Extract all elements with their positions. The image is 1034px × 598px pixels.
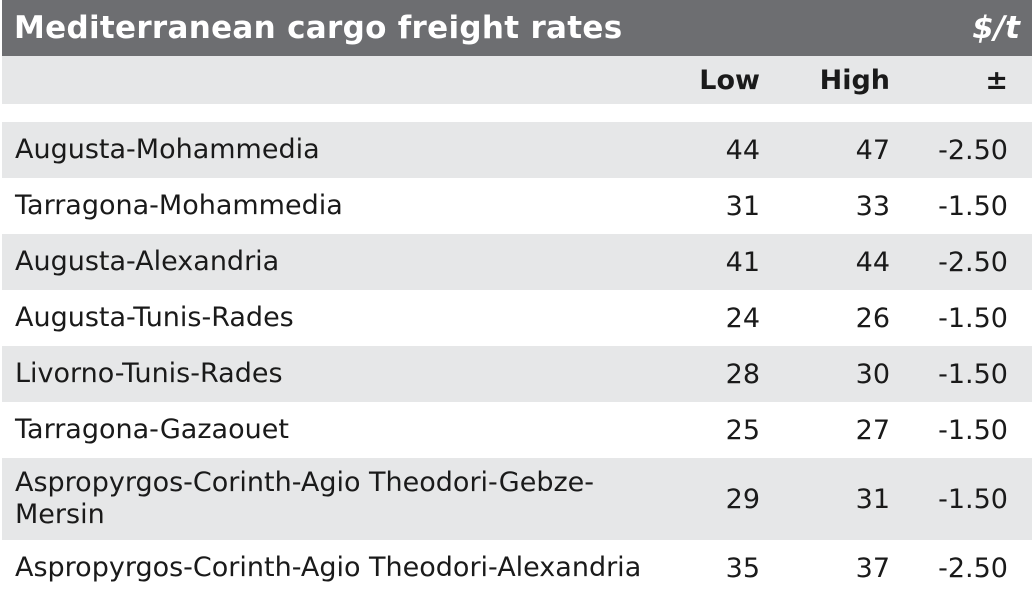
table-row: Aspropyrgos-Corinth-Agio Theodori-Alexan…	[2, 540, 1032, 596]
column-header-low: Low	[699, 64, 760, 96]
table-row: Tarragona-Gazaouet 25 27 -1.50	[2, 402, 1032, 458]
route-cell: Tarragona-Mohammedia	[15, 190, 343, 221]
high-cell: 47	[855, 134, 890, 166]
route-cell: Aspropyrgos-Corinth-Agio Theodori-Gebze-…	[15, 467, 594, 530]
column-header-high: High	[819, 64, 890, 96]
route-cell: Augusta-Alexandria	[15, 246, 280, 277]
route-cell: Aspropyrgos-Corinth-Agio Theodori-Alexan…	[15, 552, 642, 583]
low-cell: 28	[725, 358, 760, 390]
low-cell: 35	[725, 552, 760, 584]
change-cell: -2.50	[938, 134, 1008, 166]
table-title: Mediterranean cargo freight rates	[14, 10, 623, 46]
change-cell: -2.50	[938, 246, 1008, 278]
table-title-bar: Mediterranean cargo freight rates $/t	[2, 0, 1032, 56]
route-cell: Livorno-Tunis-Rades	[15, 358, 283, 389]
low-cell: 25	[725, 414, 760, 446]
table-row: Livorno-Tunis-Rades 28 30 -1.50	[2, 346, 1032, 402]
change-cell: -1.50	[938, 358, 1008, 390]
high-cell: 37	[855, 552, 890, 584]
high-cell: 33	[855, 190, 890, 222]
change-cell: -1.50	[938, 483, 1008, 515]
table-unit: $/t	[972, 10, 1020, 46]
high-cell: 26	[855, 302, 890, 334]
column-header-change: ±	[985, 64, 1008, 96]
change-cell: -1.50	[938, 414, 1008, 446]
high-cell: 27	[855, 414, 890, 446]
route-cell: Augusta-Tunis-Rades	[15, 302, 294, 333]
route-cell: Augusta-Mohammedia	[15, 134, 320, 165]
low-cell: 41	[725, 246, 760, 278]
table-row: Tarragona-Mohammedia 31 33 -1.50	[2, 178, 1032, 234]
table-row: Augusta-Alexandria 41 44 -2.50	[2, 234, 1032, 290]
low-cell: 29	[725, 483, 760, 515]
low-cell: 24	[725, 302, 760, 334]
high-cell: 31	[855, 483, 890, 515]
change-cell: -1.50	[938, 302, 1008, 334]
table-row: Augusta-Tunis-Rades 24 26 -1.50	[2, 290, 1032, 346]
change-cell: -2.50	[938, 552, 1008, 584]
route-cell: Tarragona-Gazaouet	[15, 414, 289, 445]
low-cell: 31	[725, 190, 760, 222]
header-spacer	[2, 104, 1032, 122]
column-header-row: Low High ±	[2, 56, 1032, 104]
low-cell: 44	[725, 134, 760, 166]
table-row: Augusta-Mohammedia 44 47 -2.50	[2, 122, 1032, 178]
table-row: Aspropyrgos-Corinth-Agio Theodori-Gebze-…	[2, 458, 1032, 540]
change-cell: -1.50	[938, 190, 1008, 222]
high-cell: 44	[855, 246, 890, 278]
high-cell: 30	[855, 358, 890, 390]
